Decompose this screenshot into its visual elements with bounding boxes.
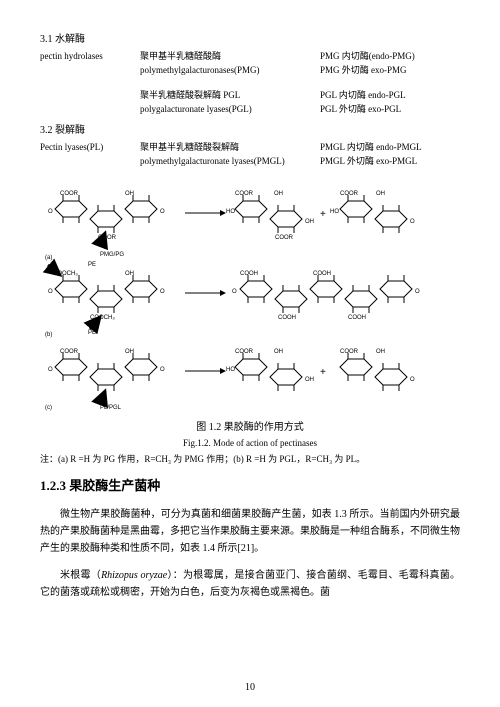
figure-caption-en: Fig.1.2. Mode of action of pectinases xyxy=(40,437,460,451)
chem-label: OH xyxy=(274,349,283,355)
plus-sign: + xyxy=(320,367,326,378)
enzyme-table-2: Pectin lyases(PL) 聚甲基半乳糖醛酸裂解酶 PMGL 内切酶 e… xyxy=(40,140,460,169)
species-name: Rhizopus oryzae xyxy=(101,570,167,581)
chem-label: COOR xyxy=(275,235,294,241)
chem-label: COOR xyxy=(340,191,359,197)
label-pl-pgl: PL/PGL xyxy=(100,405,122,411)
label-pectin-lyases: Pectin lyases(PL) xyxy=(40,140,140,154)
chem-label: O xyxy=(410,377,415,383)
paragraph-2: 米根霉（Rhizopus oryzae）：为根霉属，是接合菌亚门、接合菌纲、毛霉… xyxy=(40,567,460,601)
panel-b-tag: (b) xyxy=(45,332,52,338)
label-pe2: PE xyxy=(88,330,96,336)
chem-label: O xyxy=(48,209,53,215)
figure-1-2: COOR OH O COOR O COOR OH HO COOR OH + CO… xyxy=(40,180,460,466)
panel-c-tag: (c) xyxy=(45,405,52,411)
page-number: 10 xyxy=(0,680,500,695)
chem-label: COOH xyxy=(348,315,366,321)
cell: PMGL 内切酶 endo-PMGL xyxy=(320,140,460,154)
cell: 聚甲基半乳糖醛酸裂解酶 xyxy=(140,140,320,154)
label-pe: PE xyxy=(88,262,96,268)
chem-label: OH xyxy=(305,377,314,383)
chem-label: O xyxy=(410,219,415,225)
cell: PMGL 外切酶 exo-PMGL xyxy=(320,154,460,168)
chem-label: HO xyxy=(330,209,339,215)
text: 米根霉（ xyxy=(60,570,101,581)
chem-label: COOH xyxy=(240,271,258,277)
chem-label: HO xyxy=(226,209,235,215)
panel-a-tag: (a) xyxy=(45,255,52,261)
figure-note: 注：(a) R =H 为 PG 作用，R=CH₃ 为 PMG 作用；(b) R … xyxy=(40,453,460,467)
plus-sign: + xyxy=(320,209,326,220)
cell: polymethylgalacturonases(PMG) xyxy=(140,63,320,77)
cell: PMG 外切酶 exo-PMG xyxy=(320,63,460,77)
chem-label: O xyxy=(48,367,53,373)
chem-label: COOCH₃ xyxy=(90,315,115,321)
figure-caption-cn: 图 1.2 果胶酶的作用方式 xyxy=(40,420,460,435)
cell: 聚半乳糖醛酸裂解酶 PGL xyxy=(140,88,320,102)
label-pmg-pg: PMG/PG xyxy=(100,252,124,258)
cell: PGL 内切酶 endo-PGL xyxy=(320,88,460,102)
cell: 聚甲基半乳糖醛酸酶 xyxy=(140,49,320,63)
cell: PGL 外切酶 exo-PGL xyxy=(320,102,460,116)
section-3-1-heading: 3.1 水解酶 xyxy=(40,32,460,47)
paragraph-1: 微生物产果胶酶菌种，可分为真菌和细菌果胶酶产生菌，如表 1.3 所示。当前国内外… xyxy=(40,506,460,557)
chem-label: OH xyxy=(376,191,385,197)
chem-label: O xyxy=(48,289,53,295)
chem-label: COOH xyxy=(278,315,296,321)
reaction-schemes-svg: COOR OH O COOR O COOR OH HO COOR OH + CO… xyxy=(40,181,460,411)
chem-label: O xyxy=(415,289,420,295)
subsection-1-2-3-heading: 1.2.3 果胶酶生产菌种 xyxy=(40,476,460,496)
cell: polygalacturonate lyases(PGL) xyxy=(140,102,320,116)
chem-label: HO xyxy=(226,367,235,373)
section-3-2-heading: 3.2 裂解酶 xyxy=(40,123,460,138)
chem-label: COOR xyxy=(340,349,359,355)
chem-label: OH xyxy=(305,219,314,225)
chem-label: COOR xyxy=(235,191,254,197)
label-pectin-hydrolases: pectin hydrolases xyxy=(40,49,140,63)
chem-label: COOR xyxy=(235,349,254,355)
chem-label: O xyxy=(232,289,237,295)
cell: PMG 内切酶(endo-PMG) xyxy=(320,49,460,63)
chem-label: O xyxy=(160,289,165,295)
enzyme-table-1: pectin hydrolases 聚甲基半乳糖醛酸酶 PMG 内切酶(endo… xyxy=(40,49,460,117)
chem-label: OH xyxy=(274,191,283,197)
chem-label: COOH xyxy=(313,271,331,277)
chem-label: O xyxy=(160,367,165,373)
chem-label: O xyxy=(160,209,165,215)
chem-label: OH xyxy=(376,349,385,355)
cell: polymethylgalacturonate lyases(PMGL) xyxy=(140,154,320,168)
